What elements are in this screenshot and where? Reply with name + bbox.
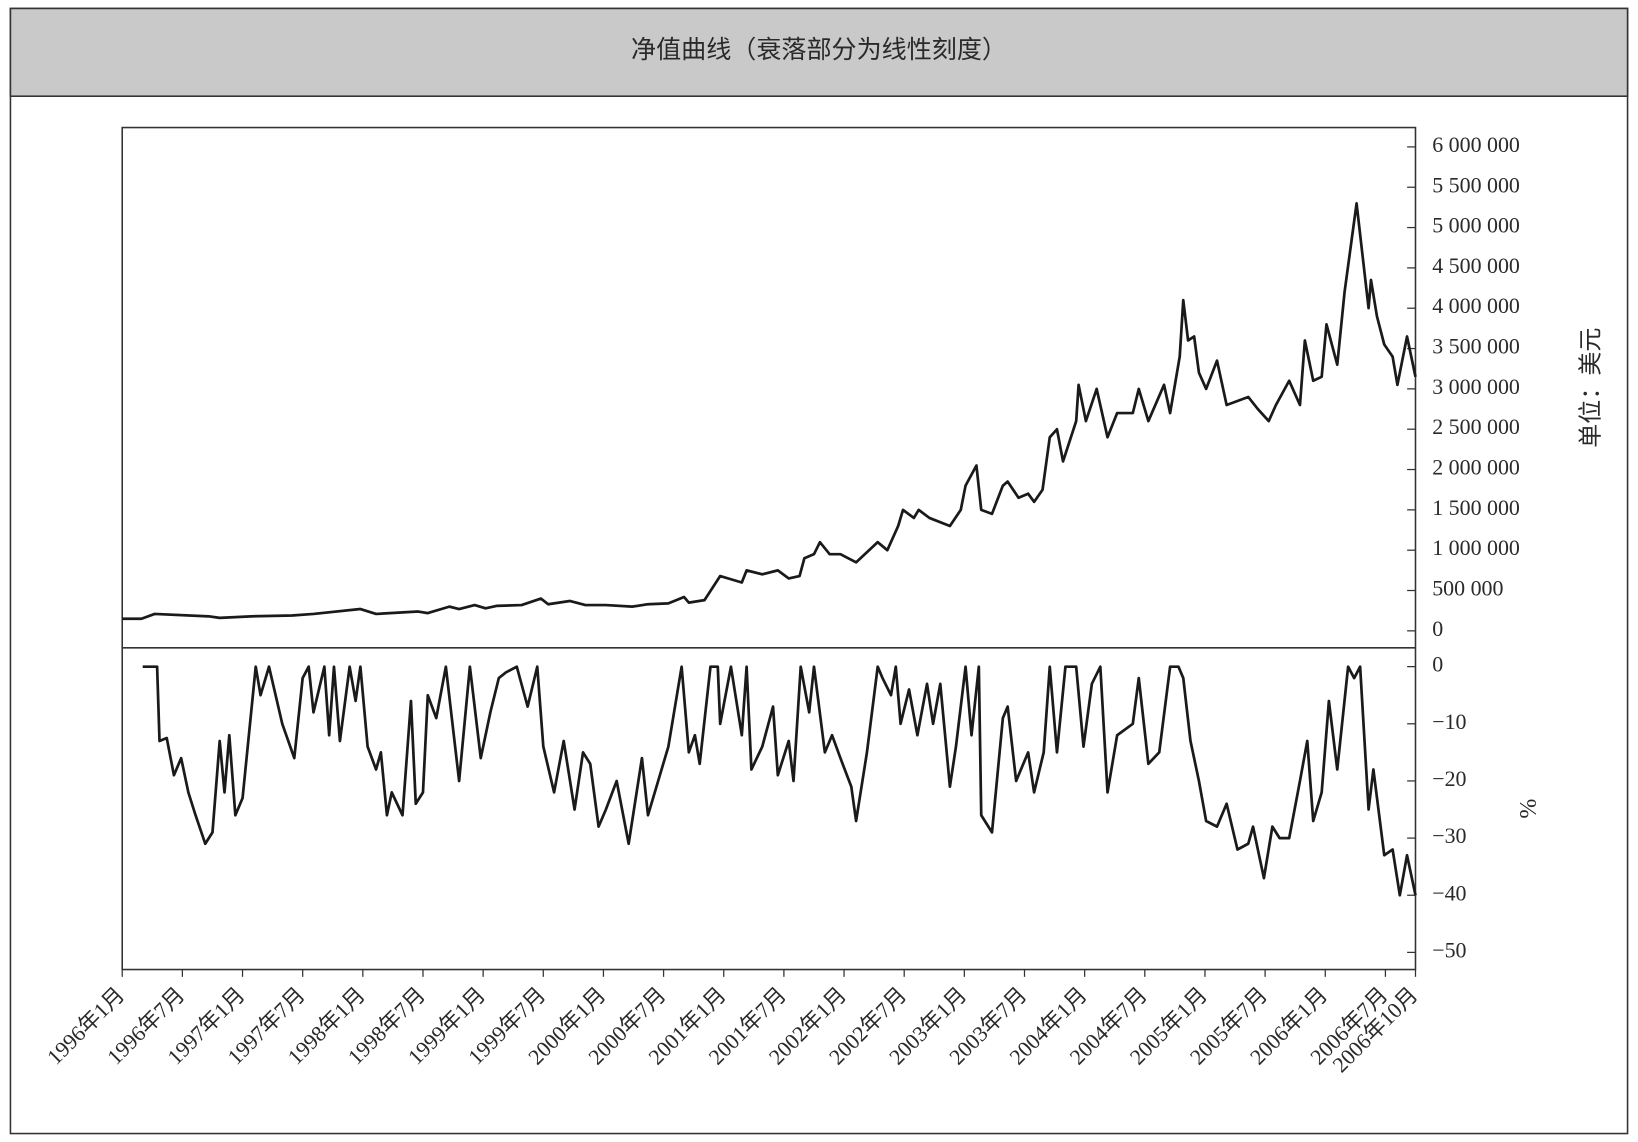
header	[9, 7, 1629, 97]
y-tick-label: −40	[1432, 880, 1466, 905]
y-tick-label: 3 500 000	[1432, 334, 1520, 359]
y-tick-label: −50	[1432, 937, 1466, 962]
plot-frame	[121, 126, 1417, 971]
y-tick-label: 2 000 000	[1432, 455, 1520, 480]
y-tick-label: 1 000 000	[1432, 535, 1520, 560]
y-tick-label: 0	[1432, 652, 1443, 677]
y-tick-label: 2 500 000	[1432, 414, 1520, 439]
y-tick-label: 4 000 000	[1432, 293, 1520, 318]
data-line	[122, 202, 1417, 621]
y-axis-label: 单位：美元	[1578, 328, 1605, 448]
y-axis-label: %	[1516, 799, 1542, 819]
y-tick-label: 0	[1432, 616, 1443, 641]
y-tick-label: 500 000	[1432, 576, 1503, 601]
y-tick-label: 3 000 000	[1432, 374, 1520, 399]
y-tick-label: 5 000 000	[1432, 213, 1520, 238]
y-tick-label: 5 500 000	[1432, 172, 1520, 197]
frame	[9, 7, 1629, 1135]
y-tick-label: 4 500 000	[1432, 253, 1520, 278]
y-tick-label: 1 500 000	[1432, 495, 1520, 520]
y-tick-label: −10	[1432, 709, 1466, 734]
y-tick-label: 6 000 000	[1432, 132, 1520, 157]
y-tick-label: −30	[1432, 823, 1466, 848]
data-line	[142, 665, 1417, 897]
y-tick-label: −20	[1432, 766, 1466, 791]
chart-title: 净值曲线（衰落部分为线性刻度）	[631, 36, 1007, 64]
